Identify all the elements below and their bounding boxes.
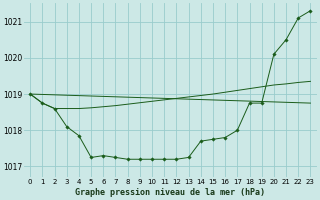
X-axis label: Graphe pression niveau de la mer (hPa): Graphe pression niveau de la mer (hPa)	[75, 188, 265, 197]
